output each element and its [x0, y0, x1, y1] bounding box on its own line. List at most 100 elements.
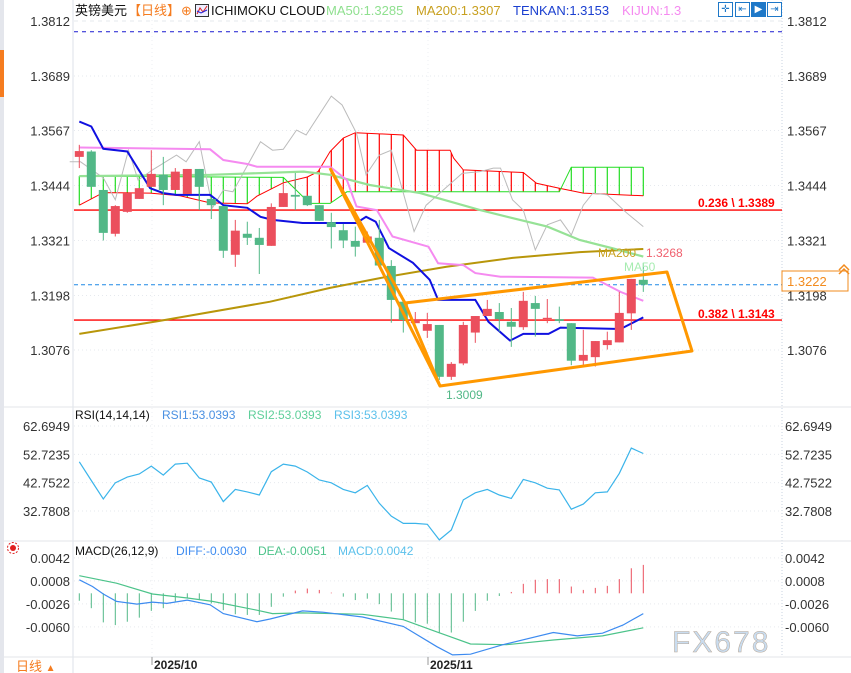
chikou-line [69, 95, 644, 252]
candle-body [578, 354, 588, 361]
candle [422, 312, 432, 338]
macd-right-tick: -0.0026 [785, 597, 829, 612]
candle-body [602, 340, 612, 346]
rsi1-legend: RSI1:53.0393 [162, 408, 236, 422]
current-price-label: 1.3222 [787, 274, 827, 289]
rsi-right-tick: 62.6949 [785, 419, 832, 434]
rsi2-legend: RSI2:53.0393 [248, 408, 322, 422]
period-switch[interactable]: 日线 ▲ [16, 659, 56, 673]
macd-right-tick: 0.0042 [785, 551, 825, 566]
macd-left-tick: 0.0008 [30, 574, 70, 589]
candle-body [422, 324, 432, 331]
diff-line [79, 579, 644, 656]
symbol-name: 英镑美元 [75, 3, 128, 18]
drawn-channel[interactable] [328, 167, 694, 388]
left-price-tick: 1.3321 [30, 233, 70, 248]
candle-body [230, 230, 240, 255]
rsi-left-tick: 52.7235 [23, 447, 70, 462]
candle [542, 299, 552, 324]
candle-body [182, 168, 192, 194]
candle-body [554, 319, 564, 321]
channel-diagonal-line[interactable] [329, 169, 407, 304]
caret-up-icon[interactable]: ▲ [45, 663, 56, 673]
candle-body [566, 323, 576, 361]
candle [590, 341, 600, 367]
candle [110, 205, 120, 237]
candle [566, 323, 576, 366]
candle [254, 227, 264, 275]
candle-body [518, 300, 528, 328]
candle [74, 144, 84, 169]
macd-left-tick: -0.0060 [26, 620, 70, 635]
macd-legend: MACD:0.0042 [338, 544, 414, 558]
candle-body [302, 195, 312, 206]
candle-body [218, 206, 228, 251]
candle [518, 291, 528, 330]
indicator-chart-icon[interactable] [195, 4, 209, 17]
kijun-line [79, 146, 644, 302]
fib-382-label: 0.382 \ 1.3143 [698, 307, 775, 321]
candle [122, 193, 132, 213]
dea-legend: DEA:-0.0051 [258, 544, 327, 558]
indicator-lines [69, 31, 851, 342]
candle-body [314, 205, 324, 221]
candle-body [638, 279, 648, 285]
tenkan-line [78, 120, 644, 342]
period-selector[interactable]: 【日线】 [128, 3, 181, 18]
exit-icon[interactable]: ⇥ [767, 2, 782, 17]
channel-parallelogram[interactable] [403, 270, 694, 388]
macd-panel [78, 564, 644, 656]
left-price-tick: 1.3076 [30, 343, 70, 358]
candle [350, 226, 360, 257]
candle [86, 150, 96, 188]
candle [338, 223, 348, 249]
candle-body [74, 151, 84, 157]
candle [182, 168, 192, 194]
ma200-legend: MA200:1.3307 [416, 3, 501, 18]
candle [530, 295, 540, 337]
candle-body [350, 240, 360, 247]
candle-body [170, 171, 180, 190]
channel-diagonal-line[interactable] [328, 167, 442, 387]
candle-body [338, 230, 348, 241]
candle-body [626, 278, 636, 314]
period-switch-label[interactable]: 日线 [16, 659, 43, 673]
crosshair-icon[interactable]: ✛ [718, 2, 733, 17]
candle-body [446, 363, 456, 377]
candle [98, 189, 108, 241]
candle-body [122, 193, 132, 212]
span-b-line [79, 166, 644, 204]
rsi-left-tick: 32.7808 [23, 504, 70, 519]
left-scrollbar[interactable] [0, 0, 4, 673]
candle-body [110, 206, 120, 234]
rsi-left-tick: 42.7522 [23, 476, 70, 491]
candle [458, 321, 468, 366]
fit-left-icon[interactable]: ⇤ [735, 2, 750, 17]
candle-body [410, 320, 420, 324]
add-indicator-icon[interactable]: ⊕ [181, 3, 192, 18]
right-price-tick: 1.3812 [787, 14, 827, 29]
ichimoku-cloud [78, 132, 644, 206]
play-icon[interactable]: ▶ [751, 2, 766, 17]
indicator-name[interactable]: ICHIMOKU CLOUD [211, 3, 326, 18]
candle [194, 168, 204, 211]
expand-arrow-icon[interactable] [838, 263, 850, 275]
candle [266, 203, 276, 246]
rsi-right-tick: 52.7235 [785, 447, 832, 462]
scrollbar-thumb[interactable] [0, 50, 4, 97]
right-price-tick: 1.3321 [787, 233, 827, 248]
ma200-tag: MA200 [598, 246, 636, 260]
candle [206, 198, 216, 220]
candle-body [194, 168, 204, 187]
candle [506, 307, 516, 347]
candle-body [482, 308, 492, 317]
macd-settings-icon[interactable] [7, 542, 19, 554]
candle [290, 172, 300, 211]
right-price-tick: 1.3198 [787, 288, 827, 303]
left-price-tick: 1.3812 [30, 14, 70, 29]
candle [446, 362, 456, 380]
macd-title: MACD(26,12,9) [75, 544, 159, 558]
fib-236-label: 0.236 \ 1.3389 [698, 196, 775, 210]
left-price-tick: 1.3689 [30, 69, 70, 84]
